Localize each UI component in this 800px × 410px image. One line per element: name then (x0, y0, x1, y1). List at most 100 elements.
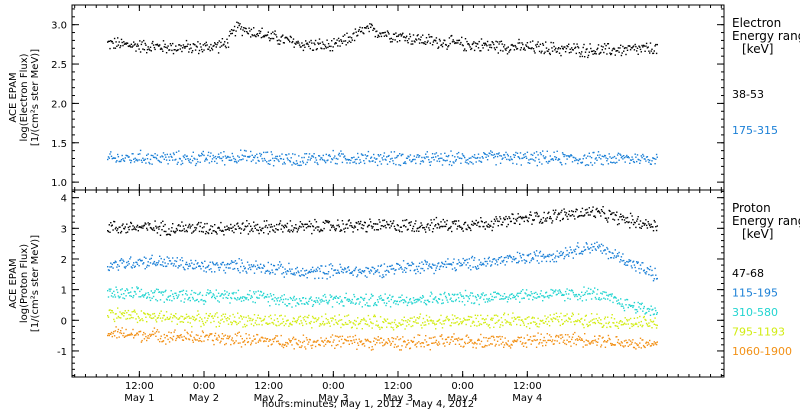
data-point (420, 345, 422, 348)
data-point (133, 226, 136, 228)
data-point (373, 304, 375, 307)
data-point (457, 156, 459, 158)
data-point (616, 161, 618, 164)
data-point (428, 159, 430, 161)
data-point (523, 297, 525, 299)
data-point (405, 35, 408, 37)
data-point (564, 290, 567, 293)
data-point (316, 270, 318, 272)
data-point (118, 41, 120, 43)
data-point (154, 290, 156, 292)
data-point (366, 25, 369, 27)
data-point (412, 340, 415, 343)
data-point (211, 225, 214, 228)
data-point (418, 262, 421, 264)
data-point (539, 152, 542, 154)
data-point (399, 324, 402, 326)
data-point (544, 220, 546, 222)
data-point (590, 47, 592, 50)
data-point (626, 154, 628, 157)
data-point (427, 299, 429, 301)
data-point (477, 43, 479, 45)
data-point (294, 320, 296, 323)
data-point (289, 339, 291, 342)
data-point (205, 334, 207, 336)
data-point (568, 43, 570, 45)
data-point (653, 158, 655, 160)
data-point (566, 215, 568, 218)
data-point (526, 295, 529, 297)
data-point (363, 32, 365, 35)
data-point (269, 163, 271, 165)
data-point (473, 223, 476, 225)
data-point (130, 43, 133, 45)
data-point (600, 163, 603, 165)
data-point (121, 313, 123, 316)
data-point (156, 317, 159, 319)
data-point (346, 32, 348, 34)
data-point (497, 153, 499, 155)
data-point (402, 271, 404, 273)
data-point (597, 341, 599, 343)
data-point (279, 155, 281, 157)
data-point (453, 322, 455, 324)
data-point (472, 320, 474, 323)
data-point (213, 294, 215, 296)
data-point (335, 295, 337, 297)
data-point (350, 37, 353, 39)
data-point (269, 293, 272, 295)
data-point (123, 41, 125, 43)
data-point (272, 157, 274, 160)
data-point (120, 330, 122, 332)
data-point (453, 162, 455, 164)
data-point (576, 245, 578, 247)
data-point (399, 338, 402, 340)
data-point (469, 227, 471, 230)
data-point (176, 229, 178, 231)
data-point (476, 268, 478, 270)
data-point (342, 223, 344, 225)
data-point (560, 250, 562, 253)
data-point (285, 341, 287, 344)
data-point (283, 324, 285, 327)
data-point (399, 164, 402, 167)
data-point (384, 319, 386, 321)
data-point (509, 322, 512, 324)
data-point (388, 154, 390, 157)
data-point (246, 337, 248, 340)
data-point (523, 220, 525, 223)
data-point (471, 255, 474, 258)
data-point (294, 338, 296, 341)
data-point (367, 150, 370, 153)
data-point (133, 228, 135, 230)
data-point (600, 158, 602, 160)
data-point (366, 339, 368, 341)
data-point (151, 297, 153, 299)
data-point (577, 246, 580, 249)
data-point (451, 300, 453, 302)
data-point (225, 157, 227, 159)
data-point (386, 221, 388, 223)
data-point (522, 254, 525, 256)
data-point (123, 297, 126, 300)
data-point (472, 163, 474, 165)
data-point (340, 229, 343, 232)
data-point (487, 223, 490, 225)
data-point (276, 318, 279, 320)
data-point (244, 225, 246, 227)
data-point (315, 48, 318, 51)
data-point (548, 217, 551, 220)
data-point (608, 47, 610, 49)
data-point (267, 31, 269, 33)
data-point (322, 341, 324, 343)
data-point (398, 164, 400, 166)
data-point (384, 224, 386, 227)
data-point (388, 322, 390, 325)
data-point (412, 297, 415, 299)
data-point (519, 301, 521, 303)
data-point (602, 244, 604, 247)
data-point (471, 220, 474, 223)
data-point (584, 319, 586, 321)
data-point (214, 335, 216, 337)
data-point (360, 296, 363, 299)
